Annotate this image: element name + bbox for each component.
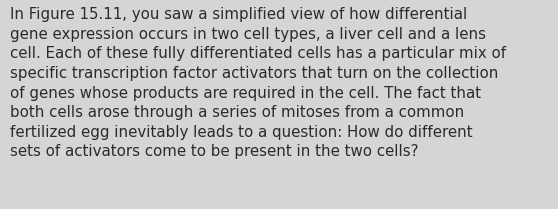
Text: In Figure 15.11, you saw a simplified view of how differential
gene expression o: In Figure 15.11, you saw a simplified vi… <box>10 7 506 159</box>
